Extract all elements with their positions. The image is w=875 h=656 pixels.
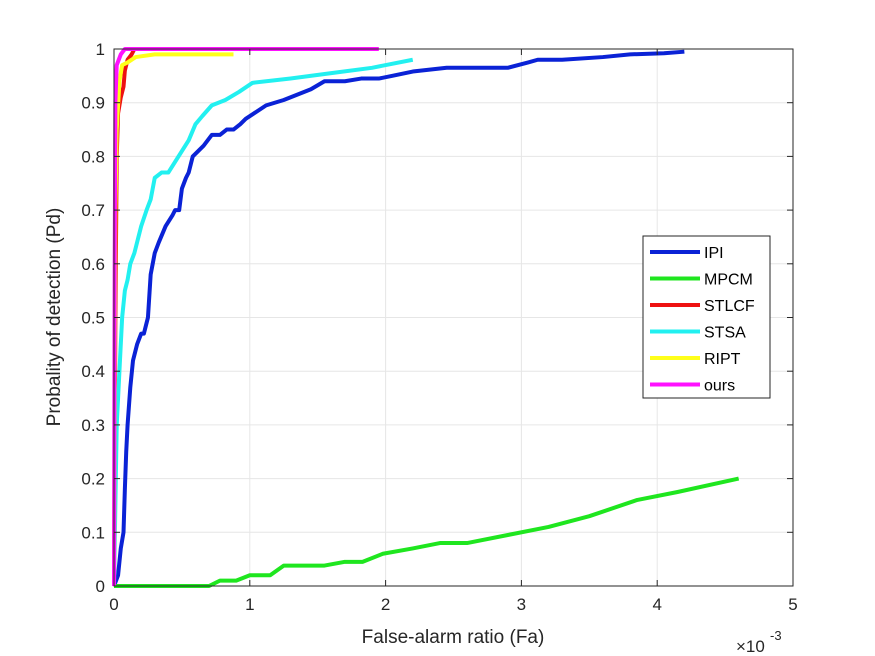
series-line-mpcm [114, 476, 740, 588]
x-axis-label: False-alarm ratio (Fa) [362, 627, 545, 648]
legend: IPI MPCM STLCF STSA RIPT ours [642, 235, 771, 399]
y-tick-label: 1 [96, 40, 105, 59]
x-tick-label: 0 [109, 595, 118, 614]
y-tick-label: 0.9 [81, 94, 105, 113]
y-tick-label: 0.5 [81, 309, 105, 328]
x-tick-label: 5 [788, 595, 797, 614]
x-tick-label: 3 [517, 595, 526, 614]
y-tick-label: 0 [96, 577, 105, 596]
x-exponent-power: -3 [770, 628, 782, 643]
y-axis-label: Probality of detection (Pd) [44, 208, 65, 427]
y-tick-label: 0.7 [81, 201, 105, 220]
legend-label-stlcf: STLCF [704, 298, 755, 315]
y-tick-label: 0.1 [81, 523, 105, 542]
y-tick-label: 0.3 [81, 416, 105, 435]
tick-labels: 0 1 2 3 4 5 0 0.1 0.2 0.3 0.4 0.5 0.6 0.7 0.8 0.9 1 [81, 40, 797, 614]
legend-label-ipi: IPI [704, 245, 724, 262]
x-tick-label: 1 [245, 595, 254, 614]
y-tick-label: 0.2 [81, 470, 105, 489]
series-line-stsa [112, 57, 414, 587]
series-line-ipi [112, 49, 685, 587]
y-tick-label: 0.4 [81, 362, 105, 381]
x-exponent: ×10 -3 [736, 628, 782, 656]
legend-label-ript: RIPT [704, 351, 741, 368]
legend-label-stsa: STSA [704, 325, 746, 342]
y-tick-label: 0.8 [81, 147, 105, 166]
legend-label-mpcm: MPCM [704, 272, 753, 289]
legend-label-ours: ours [704, 378, 735, 395]
legend-box [642, 235, 771, 399]
x-exponent-base: ×10 [736, 637, 765, 656]
x-tick-label: 2 [381, 595, 390, 614]
series-layer [112, 47, 740, 588]
tick-marks [113, 48, 794, 587]
y-tick-label: 0.6 [81, 255, 105, 274]
x-tick-label: 4 [652, 595, 661, 614]
